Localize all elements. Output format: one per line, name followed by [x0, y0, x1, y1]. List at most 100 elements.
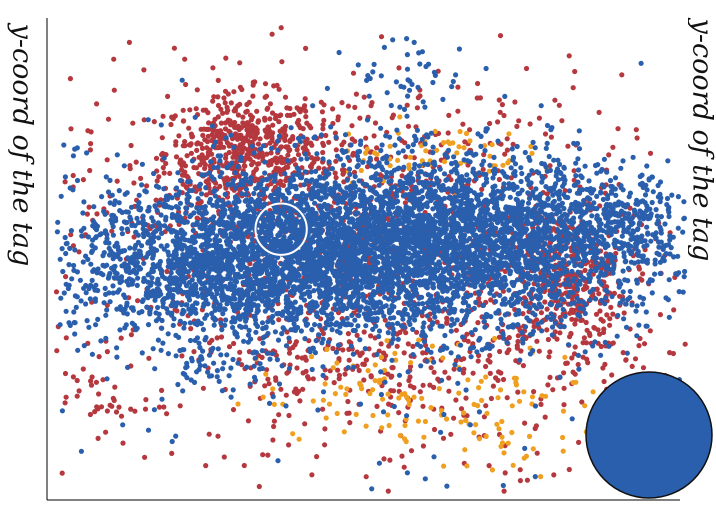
data-point: [215, 335, 220, 340]
data-point: [506, 131, 511, 136]
data-point: [458, 419, 463, 424]
data-point: [495, 378, 500, 383]
data-point: [539, 103, 544, 108]
data-point: [384, 338, 389, 343]
data-point: [454, 328, 459, 333]
data-point: [200, 146, 205, 151]
data-point: [96, 436, 101, 441]
data-point: [122, 163, 127, 168]
data-point: [331, 365, 336, 370]
data-point: [472, 402, 477, 407]
data-point: [636, 343, 641, 348]
data-point: [321, 331, 326, 336]
data-point: [154, 184, 159, 189]
data-point: [88, 412, 93, 417]
data-point: [534, 339, 539, 344]
data-point: [528, 121, 533, 126]
data-point: [63, 174, 68, 179]
data-point: [444, 319, 449, 324]
data-point: [295, 165, 300, 170]
data-point: [242, 163, 247, 168]
data-point: [473, 422, 478, 427]
data-point: [357, 381, 362, 386]
data-point: [482, 325, 487, 330]
data-point: [559, 118, 564, 123]
data-point: [168, 122, 173, 127]
data-point: [351, 352, 356, 357]
data-point: [139, 182, 144, 187]
data-point: [207, 432, 212, 437]
data-point: [513, 380, 518, 385]
data-point: [223, 56, 228, 61]
data-point: [498, 110, 503, 115]
data-point: [468, 346, 473, 351]
data-point: [265, 107, 270, 112]
data-point: [451, 416, 456, 421]
data-point: [68, 185, 73, 190]
data-point: [478, 95, 483, 100]
data-point: [269, 146, 274, 151]
data-point: [527, 434, 532, 439]
data-point: [455, 109, 460, 114]
data-point: [240, 115, 245, 120]
data-point: [538, 402, 543, 407]
data-point: [144, 183, 149, 188]
data-point: [54, 348, 59, 353]
data-point: [571, 85, 576, 90]
data-point: [71, 153, 76, 158]
data-point: [321, 398, 326, 403]
data-point: [567, 467, 572, 472]
data-point: [63, 235, 68, 240]
data-point: [340, 347, 345, 352]
data-point: [478, 144, 483, 149]
data-point: [548, 168, 553, 173]
data-point: [391, 365, 396, 370]
data-point: [277, 87, 282, 92]
data-point: [284, 371, 289, 376]
data-point: [452, 367, 457, 372]
data-point: [601, 319, 606, 324]
data-point: [322, 442, 327, 447]
data-point: [615, 334, 620, 339]
data-point: [165, 94, 170, 99]
data-point: [512, 99, 517, 104]
data-point: [291, 112, 296, 117]
data-point: [483, 374, 488, 379]
data-point: [153, 310, 158, 315]
data-point: [575, 296, 580, 301]
data-point: [134, 160, 139, 165]
data-point: [420, 404, 425, 409]
data-point: [466, 339, 471, 344]
data-point: [550, 387, 555, 392]
data-point: [629, 260, 634, 265]
data-point: [266, 125, 271, 130]
data-point: [227, 150, 232, 155]
data-point: [573, 173, 578, 178]
data-point: [140, 162, 145, 167]
data-point: [88, 141, 93, 146]
data-point: [263, 309, 268, 314]
data-point: [130, 121, 135, 126]
data-point: [442, 159, 447, 164]
data-point: [218, 128, 223, 133]
data-point: [239, 191, 244, 196]
data-point: [320, 156, 325, 161]
data-point: [282, 171, 287, 176]
data-point: [562, 355, 567, 360]
data-point: [531, 389, 536, 394]
data-point: [537, 349, 542, 354]
data-point: [347, 167, 352, 172]
data-point: [303, 139, 308, 144]
data-point: [334, 147, 339, 152]
data-point: [419, 396, 424, 401]
data-point: [141, 67, 146, 72]
data-point: [509, 430, 514, 435]
data-point: [500, 169, 505, 174]
data-point: [566, 277, 571, 282]
data-point: [162, 156, 167, 161]
data-point: [545, 382, 550, 387]
data-point: [154, 156, 159, 161]
data-point: [520, 188, 525, 193]
data-point: [256, 141, 261, 146]
data-point: [591, 389, 596, 394]
